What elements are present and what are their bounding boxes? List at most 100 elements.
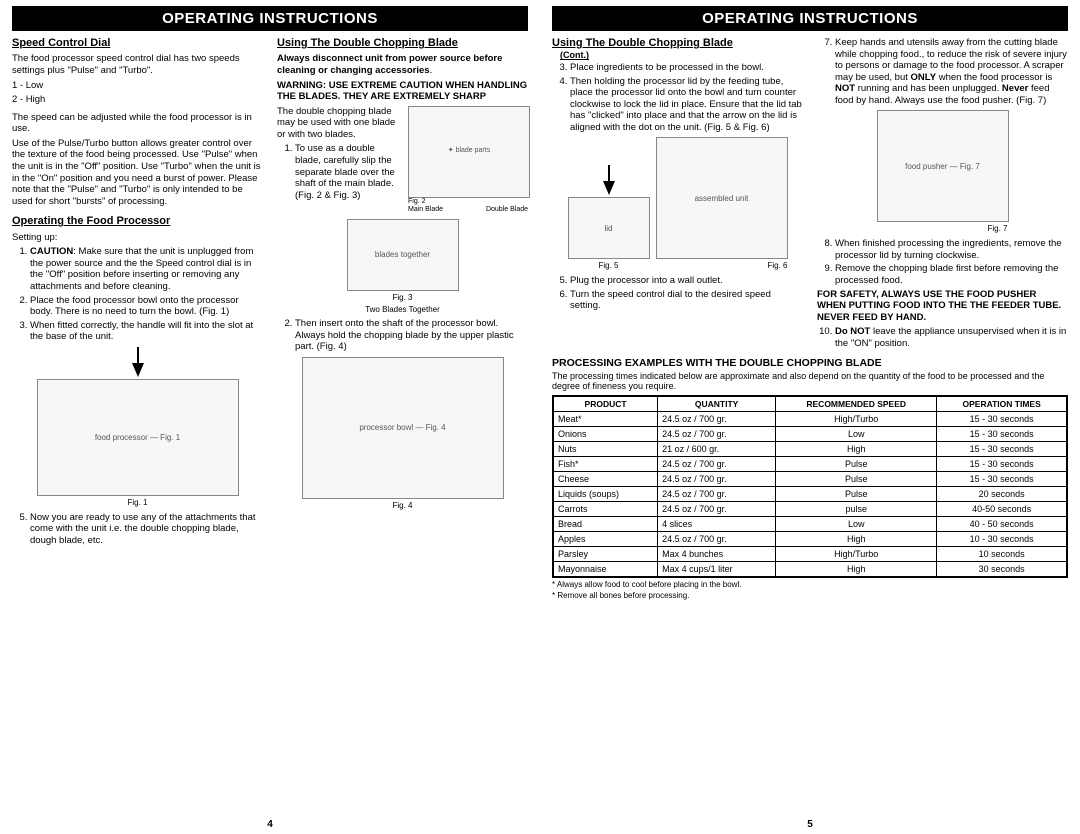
table-cell: Low <box>776 427 937 442</box>
table-cell: Cheese <box>553 472 658 487</box>
fig4-container: processor bowl — Fig. 4 Fig. 4 <box>277 357 528 511</box>
op-li3: When fitted correctly, the handle will f… <box>30 320 263 343</box>
table-cell: Mayonnaise <box>553 562 658 578</box>
table-cell: 10 - 30 seconds <box>937 532 1067 547</box>
cont-label: (Cont.) <box>560 50 589 60</box>
fig7-container: food pusher — Fig. 7 Fig. 7 <box>817 110 1068 234</box>
table-cell: 24.5 oz / 700 gr. <box>658 487 776 502</box>
th-speed: RECOMMENDED SPEED <box>776 396 937 412</box>
speed-p1: The food processor speed control dial ha… <box>12 53 263 76</box>
fig4-illustration: processor bowl — Fig. 4 <box>302 357 504 499</box>
table-row: Onions24.5 oz / 700 gr.Low15 - 30 second… <box>553 427 1067 442</box>
table-cell: 24.5 oz / 700 gr. <box>658 427 776 442</box>
table-cell: Apples <box>553 532 658 547</box>
table-cell: 24.5 oz / 700 gr. <box>658 412 776 427</box>
table-cell: Meat* <box>553 412 658 427</box>
li10-text: leave the appliance unsupervised when it… <box>835 326 1066 349</box>
dbl-list-5d: When finished processing the ingredients… <box>817 238 1068 286</box>
page-5: OPERATING INSTRUCTIONS Using The Double … <box>540 0 1080 834</box>
table-cell: 15 - 30 seconds <box>937 472 1067 487</box>
li5: Plug the processor into a wall outlet. <box>570 275 803 287</box>
table-cell: Max 4 cups/1 liter <box>658 562 776 578</box>
table-cell: 24.5 oz / 700 gr. <box>658 457 776 472</box>
fig3-caption: Fig. 3 <box>392 293 412 303</box>
li7b: when the food processor is <box>936 72 1052 83</box>
fig7-illustration: food pusher — Fig. 7 <box>877 110 1009 222</box>
speed-low: 1 - Low <box>12 80 263 92</box>
table-row: Liquids (soups)24.5 oz / 700 gr.Pulse20 … <box>553 487 1067 502</box>
table-cell: 15 - 30 seconds <box>937 442 1067 457</box>
double-blade-label: Double Blade <box>486 206 528 215</box>
table-cell: Liquids (soups) <box>553 487 658 502</box>
not: NOT <box>835 83 855 94</box>
page-number-4: 4 <box>267 819 273 830</box>
fig1-caption: Fig. 1 <box>127 498 147 508</box>
dbl-list-5b: Plug the processor into a wall outlet. T… <box>552 275 803 312</box>
table-row: Bread4 slicesLow40 - 50 seconds <box>553 517 1067 532</box>
safety-warning: FOR SAFETY, ALWAYS USE THE FOOD PUSHER W… <box>817 289 1068 324</box>
speed-control-title: Speed Control Dial <box>12 37 263 50</box>
table-cell: Onions <box>553 427 658 442</box>
table-row: Carrots24.5 oz / 700 gr.pulse40-50 secon… <box>553 502 1067 517</box>
page-4: OPERATING INSTRUCTIONS Speed Control Dia… <box>0 0 540 834</box>
table-row: Fish*24.5 oz / 700 gr.Pulse15 - 30 secon… <box>553 457 1067 472</box>
fig56-container: lid Fig. 5 assembled unit Fig. 6 <box>552 137 803 271</box>
dbl-p1: The double chopping blade may be used wi… <box>277 106 402 141</box>
table-row: MayonnaiseMax 4 cups/1 literHigh30 secon… <box>553 562 1067 578</box>
page-number-5: 5 <box>807 819 813 830</box>
table-row: Meat*24.5 oz / 700 gr.High/Turbo15 - 30 … <box>553 412 1067 427</box>
op-li1: CAUTION: Make sure that the unit is unpl… <box>30 246 263 292</box>
never: Never <box>1002 83 1028 94</box>
fig6-caption: Fig. 6 <box>656 261 788 271</box>
table-row: Apples24.5 oz / 700 gr.High10 - 30 secon… <box>553 532 1067 547</box>
table-cell: Pulse <box>776 472 937 487</box>
table-header-row: PRODUCT QUANTITY RECOMMENDED SPEED OPERA… <box>553 396 1067 412</box>
dbl-list-5c: Keep hands and utensils away from the cu… <box>817 37 1068 106</box>
table-row: ParsleyMax 4 bunchesHigh/Turbo10 seconds <box>553 547 1067 562</box>
dbl-li1: To use as a double blade, carefully slip… <box>295 143 402 201</box>
li9: Remove the chopping blade first before r… <box>835 263 1068 286</box>
table-cell: 15 - 30 seconds <box>937 412 1067 427</box>
op-li2: Place the food processor bowl onto the p… <box>30 295 263 318</box>
fig3-two-caption: Two Blades Together <box>365 305 440 315</box>
dot: . <box>430 65 433 76</box>
page5-col2: Keep hands and utensils away from the cu… <box>817 37 1068 351</box>
operating-list: CAUTION: Make sure that the unit is unpl… <box>12 246 263 343</box>
dbl-warn1: Always disconnect unit from power source… <box>277 53 528 76</box>
li4: Then holding the processor lid by the fe… <box>570 76 803 134</box>
table-cell: 40-50 seconds <box>937 502 1067 517</box>
table-cell: 24.5 oz / 700 gr. <box>658 472 776 487</box>
page4-columns: Speed Control Dial The food processor sp… <box>12 37 528 548</box>
processing-title: PROCESSING EXAMPLES WITH THE DOUBLE CHOP… <box>552 357 1068 369</box>
table-cell: Parsley <box>553 547 658 562</box>
page-header: OPERATING INSTRUCTIONS <box>12 6 528 31</box>
table-cell: High/Turbo <box>776 547 937 562</box>
table-cell: 10 seconds <box>937 547 1067 562</box>
th-product: PRODUCT <box>553 396 658 412</box>
table-cell: Fish* <box>553 457 658 472</box>
table-cell: Max 4 bunches <box>658 547 776 562</box>
fig6-illustration: assembled unit <box>656 137 788 259</box>
th-times: OPERATION TIMES <box>937 396 1067 412</box>
operating-title: Operating the Food Processor <box>12 215 263 228</box>
dbl-list-5e: Do NOT leave the appliance unsupervised … <box>817 326 1068 349</box>
dbl-list: To use as a double blade, carefully slip… <box>277 143 402 201</box>
speed-p2: The speed can be adjusted while the food… <box>12 112 263 135</box>
speed-high: 2 - High <box>12 94 263 106</box>
table-cell: 15 - 30 seconds <box>937 427 1067 442</box>
page4-col1: Speed Control Dial The food processor sp… <box>12 37 263 548</box>
table-cell: High <box>776 442 937 457</box>
li10: Do NOT leave the appliance unsupervised … <box>835 326 1068 349</box>
footnote-2: * Remove all bones before processing. <box>552 591 1068 600</box>
table-cell: Nuts <box>553 442 658 457</box>
dbl-li2: Then insert onto the shaft of the proces… <box>295 318 528 353</box>
table-cell: Bread <box>553 517 658 532</box>
speed-p3: Use of the Pulse/Turbo button allows gre… <box>12 138 263 207</box>
th-quantity: QUANTITY <box>658 396 776 412</box>
disconnect-warning: Always disconnect unit from power source… <box>277 53 502 76</box>
page-header-5: OPERATING INSTRUCTIONS <box>552 6 1068 31</box>
table-cell: 40 - 50 seconds <box>937 517 1067 532</box>
li7c: running and has been unplugged. <box>855 83 1002 94</box>
fig3-container: blades together Fig. 3 Two Blades Togeth… <box>277 219 528 315</box>
table-cell: 4 slices <box>658 517 776 532</box>
